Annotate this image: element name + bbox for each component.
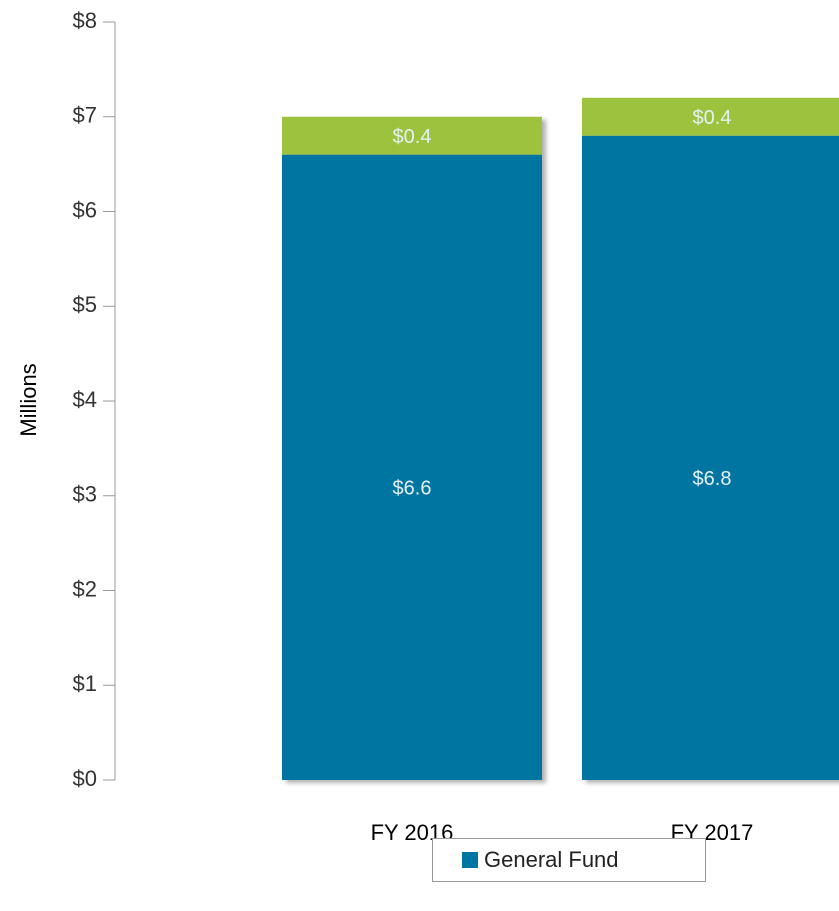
y-tick-label: $7 — [73, 103, 97, 128]
y-tick-label: $6 — [73, 197, 97, 222]
y-tick-label: $5 — [73, 292, 97, 317]
y-tick-label: $0 — [73, 766, 97, 791]
bar-segment — [582, 135, 839, 780]
legend-label: General Fund — [484, 847, 619, 872]
data-label: $0.4 — [393, 126, 432, 148]
bar-stack — [582, 97, 839, 780]
legend-swatch — [462, 852, 478, 868]
y-tick-label: $8 — [73, 8, 97, 33]
bar-segment — [582, 97, 839, 136]
y-tick-label: $3 — [73, 482, 97, 507]
data-label: $0.4 — [693, 107, 732, 129]
bar-segment — [282, 116, 542, 155]
bar-segment — [282, 154, 542, 780]
y-tick-label: $2 — [73, 576, 97, 601]
data-label: $6.6 — [393, 478, 432, 500]
y-tick-label: $1 — [73, 671, 97, 696]
y-tick-label: $4 — [73, 387, 97, 412]
data-label: $6.8 — [693, 468, 732, 490]
bar-stack — [282, 116, 542, 780]
y-axis-label: Millions — [16, 363, 41, 436]
